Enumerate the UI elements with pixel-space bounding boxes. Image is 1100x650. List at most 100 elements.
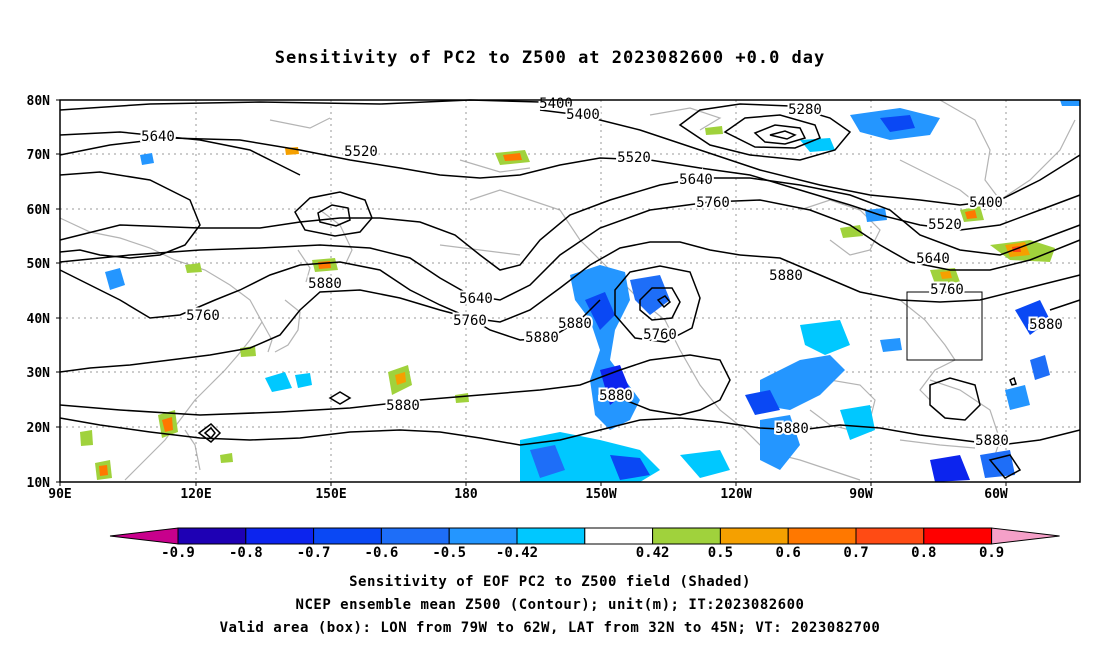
colorbar-segment bbox=[177, 527, 247, 545]
shade-blue bbox=[840, 405, 875, 440]
colorbar-tick-label: -0.9 bbox=[161, 545, 195, 561]
shade-blue bbox=[760, 355, 845, 410]
colorbar-tick-label: -0.5 bbox=[432, 545, 466, 561]
colorbar-high-end bbox=[991, 527, 1060, 545]
shade-green bbox=[80, 430, 93, 446]
lat-label: 30N bbox=[27, 366, 51, 381]
colorbar-tick-label: -0.8 bbox=[229, 545, 263, 561]
colorbar-segment bbox=[245, 527, 315, 545]
z500-contours bbox=[59, 99, 1081, 479]
contour-label: 5880 bbox=[1029, 317, 1063, 333]
lat-labels: 80N 70N 60N 50N 40N 30N 20N 10N bbox=[27, 94, 51, 491]
colorbar-tick-label: 0.8 bbox=[911, 545, 936, 561]
shade-green bbox=[455, 393, 469, 403]
contour-label: 5880 bbox=[525, 330, 559, 346]
lat-lon-grid bbox=[60, 100, 1080, 482]
shade-orange bbox=[503, 153, 522, 161]
contour-label: 5760 bbox=[643, 327, 677, 343]
colorbar-tick-label: 0.42 bbox=[636, 545, 670, 561]
footer-line-1: Sensitivity of EOF PC2 to Z500 field (Sh… bbox=[349, 574, 751, 590]
lon-label: 120E bbox=[180, 487, 211, 502]
colorbar bbox=[109, 527, 1060, 545]
colorbar-tick-label: 0.9 bbox=[979, 545, 1004, 561]
coastlines bbox=[59, 99, 1076, 481]
contour-label: 5520 bbox=[344, 144, 378, 160]
shade-blue bbox=[1030, 355, 1050, 380]
colorbar-segment bbox=[584, 527, 654, 545]
contour-label: 5520 bbox=[928, 217, 962, 233]
shade-blue bbox=[800, 138, 835, 152]
lat-label: 80N bbox=[27, 94, 51, 109]
colorbar-tick-label: -0.42 bbox=[496, 545, 538, 561]
contour-label: 5880 bbox=[386, 398, 420, 414]
shade-blue bbox=[1005, 385, 1030, 410]
colorbar-tick-label: -0.7 bbox=[297, 545, 331, 561]
lat-label: 40N bbox=[27, 312, 51, 327]
contour-label: 5640 bbox=[679, 172, 713, 188]
contour-label: 5880 bbox=[599, 388, 633, 404]
contour-label: 5280 bbox=[788, 102, 822, 118]
contour-label: 5760 bbox=[453, 313, 487, 329]
lat-label: 50N bbox=[27, 257, 51, 272]
shade-blue bbox=[265, 372, 292, 392]
shade-orange bbox=[940, 271, 952, 279]
lon-label: 180 bbox=[454, 487, 478, 502]
contour-labels: 5400 5400 5280 5640 5520 5520 5640 5760 … bbox=[139, 94, 1065, 451]
contour-label: 5400 bbox=[566, 107, 600, 123]
shade-blue bbox=[530, 445, 565, 478]
map-frame bbox=[59, 99, 1081, 483]
shade-green bbox=[840, 225, 863, 238]
shade-blue bbox=[800, 320, 850, 355]
colorbar-tick-label: 0.5 bbox=[708, 545, 733, 561]
axis-ticks bbox=[56, 99, 1007, 486]
colorbar-segment bbox=[313, 527, 382, 545]
contour-label: 5760 bbox=[930, 282, 964, 298]
shade-blue bbox=[745, 390, 780, 415]
shade-blue bbox=[1015, 300, 1050, 335]
lon-labels: 90E 120E 150E 180 150W 120W 90W 60W bbox=[48, 487, 1008, 502]
colorbar-segment bbox=[923, 527, 993, 545]
shade-orange bbox=[162, 417, 173, 432]
colorbar-segment bbox=[855, 527, 925, 545]
shade-blue bbox=[980, 450, 1015, 478]
shade-green bbox=[220, 453, 233, 463]
lon-label: 90W bbox=[849, 487, 873, 502]
shade-blue bbox=[680, 450, 730, 478]
colorbar-segment bbox=[516, 527, 586, 545]
contour-label: 5640 bbox=[916, 251, 950, 267]
colorbar-segment bbox=[448, 527, 518, 545]
colorbar-segment bbox=[380, 527, 450, 545]
shade-orange bbox=[965, 210, 977, 219]
lat-label: 10N bbox=[27, 476, 51, 491]
lon-label: 120W bbox=[720, 487, 751, 502]
shade-blue bbox=[295, 373, 312, 388]
lat-label: 70N bbox=[27, 148, 51, 163]
shade-orange bbox=[99, 465, 108, 476]
lon-label: 150E bbox=[315, 487, 346, 502]
colorbar-tick-label: -0.6 bbox=[365, 545, 399, 561]
contour-label: 5880 bbox=[775, 421, 809, 437]
lon-label: 60W bbox=[984, 487, 1008, 502]
colorbar-tick-label: 0.6 bbox=[776, 545, 801, 561]
shade-blue bbox=[140, 153, 154, 165]
shade-blue bbox=[610, 455, 650, 480]
shade-blue bbox=[930, 455, 970, 482]
colorbar-labels: -0.9 -0.8 -0.7 -0.6 -0.5 -0.42 0.42 0.5 0.6 0.7 0.… bbox=[161, 545, 1004, 561]
contour-label: 5880 bbox=[558, 316, 592, 332]
contour-label: 5880 bbox=[308, 276, 342, 292]
contour-label: 5640 bbox=[141, 129, 175, 145]
valid-area-box bbox=[906, 291, 983, 361]
colorbar-low-end bbox=[109, 527, 179, 545]
shade-blue bbox=[880, 338, 902, 352]
contour-label: 5760 bbox=[186, 308, 220, 324]
contour-label: 5880 bbox=[769, 268, 803, 284]
shade-blue bbox=[880, 115, 915, 132]
lat-label: 20N bbox=[27, 421, 51, 436]
shade-green bbox=[185, 263, 202, 273]
contour-label: 5640 bbox=[459, 291, 493, 307]
shade-blue bbox=[630, 275, 670, 315]
lon-label: 90E bbox=[48, 487, 71, 502]
shade-blue bbox=[585, 292, 615, 330]
shade-blue bbox=[865, 208, 887, 222]
